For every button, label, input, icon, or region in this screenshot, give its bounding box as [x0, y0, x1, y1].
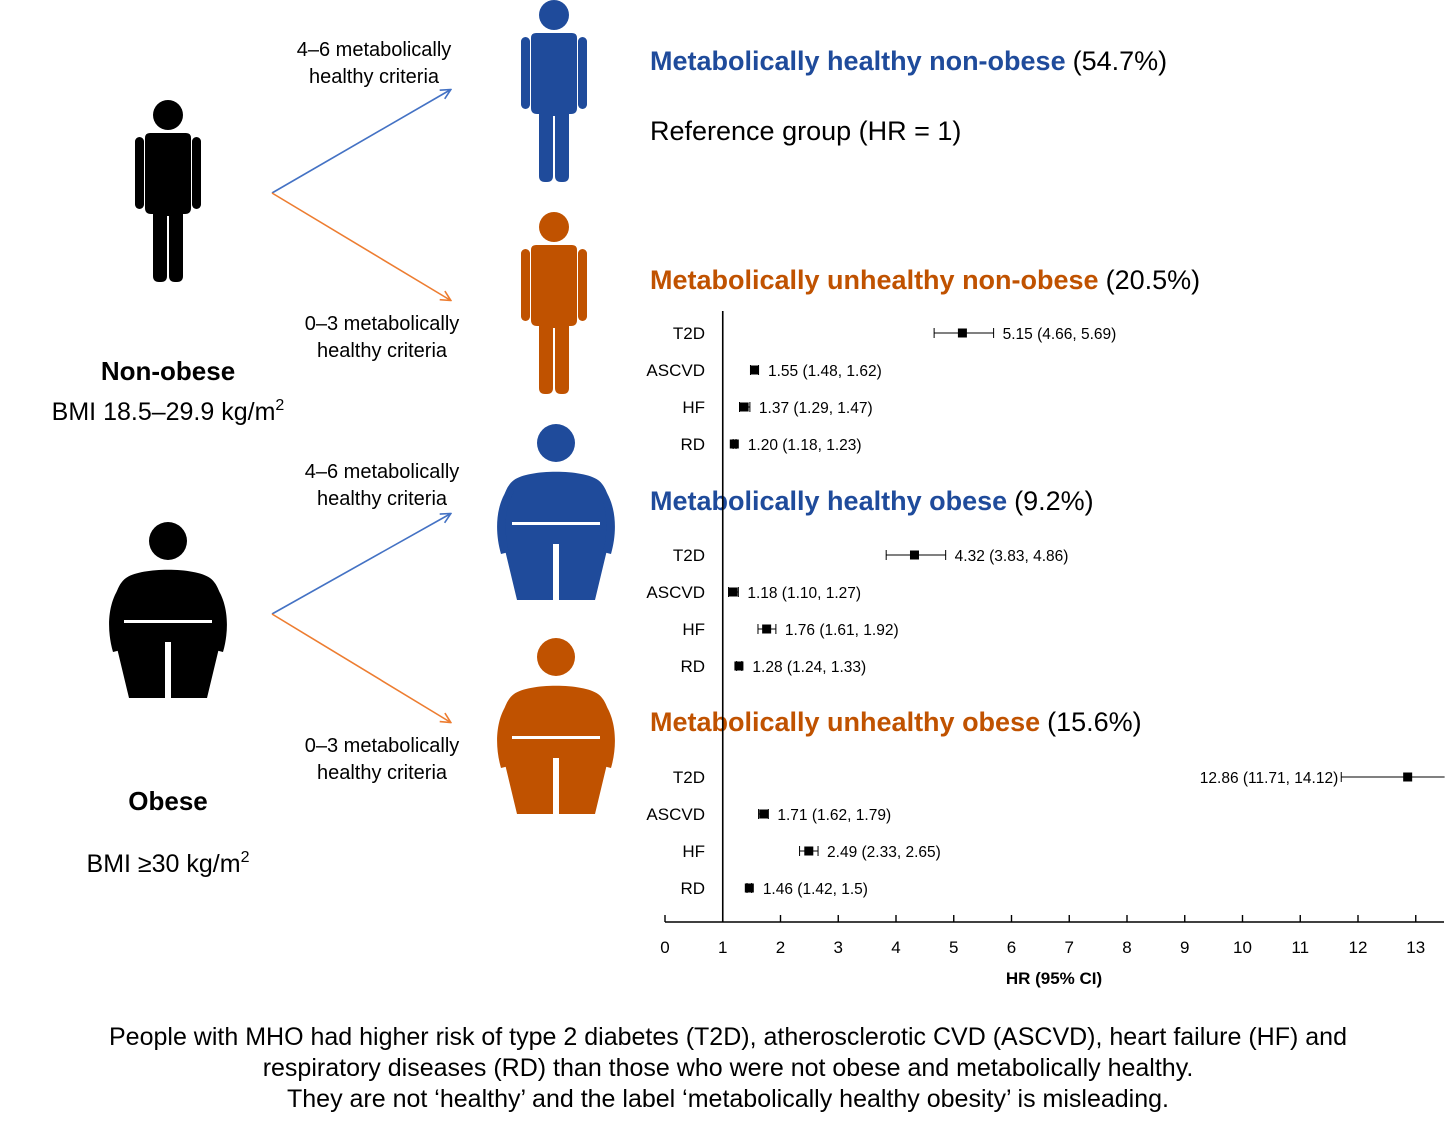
hr-value-label: 5.15 (4.66, 5.69) — [1003, 326, 1117, 343]
arrow-healthy-non-obese — [271, 90, 450, 194]
hr-point — [804, 846, 814, 856]
footer-line-3: They are not ‘healthy’ and the label ‘me… — [287, 1085, 1169, 1113]
arrow-label-2: 0–3 metabolically healthy criteria — [305, 313, 460, 362]
healthy-obese-person-icon — [497, 424, 615, 600]
svg-text:healthy criteria: healthy criteria — [309, 66, 440, 88]
obese-title: Obese — [128, 786, 208, 816]
non-obese-person-icon — [135, 100, 201, 282]
footer-caption: People with MHO had higher risk of type … — [0, 1022, 1456, 1115]
x-tick-label: 9 — [1180, 938, 1189, 957]
svg-text:4–6 metabolically: 4–6 metabolically — [305, 461, 460, 483]
hr-value-label: 1.28 (1.24, 1.33) — [752, 659, 866, 676]
hr-value-label: 1.71 (1.62, 1.79) — [777, 807, 891, 824]
outcome-label: T2D — [673, 768, 705, 787]
heading-unhealthy-non-obese: Metabolically unhealthy non-obese (20.5%) — [650, 265, 1200, 295]
x-tick-label: 8 — [1122, 938, 1131, 957]
hr-value-label: 1.46 (1.42, 1.5) — [763, 881, 868, 898]
hr-point — [728, 587, 738, 597]
x-tick-label: 5 — [949, 938, 958, 957]
x-tick-label: 13 — [1406, 938, 1425, 957]
arrow-label-3: 4–6 metabolically healthy criteria — [305, 461, 460, 510]
hr-point — [744, 883, 754, 893]
unhealthy-non-obese-person-icon — [521, 212, 587, 394]
x-tick-label: 0 — [660, 938, 669, 957]
svg-text:4–6 metabolically: 4–6 metabolically — [297, 39, 452, 61]
reference-group-text: Reference group (HR = 1) — [650, 116, 961, 146]
outcome-label: ASCVD — [646, 361, 705, 380]
non-obese-bmi: BMI 18.5–29.9 kg/m2 — [52, 397, 285, 426]
arrow-healthy-obese — [271, 514, 450, 615]
outcome-label: ASCVD — [646, 583, 705, 602]
footer-line-1: People with MHO had higher risk of type … — [109, 1023, 1347, 1051]
arrow-label-1: 4–6 metabolically healthy criteria — [297, 39, 452, 88]
x-tick-label: 2 — [776, 938, 785, 957]
arrow-label-4: 0–3 metabolically healthy criteria — [305, 735, 460, 784]
unhealthy-obese-person-icon — [497, 638, 615, 814]
non-obese-title: Non-obese — [101, 356, 235, 386]
svg-text:0–3 metabolically: 0–3 metabolically — [305, 735, 460, 757]
svg-text:healthy criteria: healthy criteria — [317, 762, 448, 784]
heading-unhealthy-obese: Metabolically unhealthy obese (15.6%) — [650, 707, 1142, 737]
healthy-non-obese-person-icon — [521, 0, 587, 182]
hr-point — [909, 550, 919, 560]
x-axis-label: HR (95% CI) — [1006, 969, 1102, 988]
svg-text:0–3 metabolically: 0–3 metabolically — [305, 313, 460, 335]
hr-point — [734, 661, 744, 671]
hr-point — [729, 439, 739, 449]
x-tick-label: 6 — [1007, 938, 1016, 957]
hr-value-label: 1.20 (1.18, 1.23) — [748, 437, 862, 454]
x-tick-label: 3 — [834, 938, 843, 957]
outcome-label: RD — [680, 657, 705, 676]
arrow-unhealthy-non-obese — [271, 192, 450, 300]
obese-bmi: BMI ≥30 kg/m2 — [87, 849, 250, 878]
hr-point — [762, 624, 772, 634]
outcome-label: RD — [680, 435, 705, 454]
outcome-label: T2D — [673, 546, 705, 565]
figure: Non-obese BMI 18.5–29.9 kg/m2 Obese BMI … — [52, 0, 1445, 988]
hr-point — [759, 809, 769, 819]
outcome-label: HF — [682, 620, 705, 639]
x-tick-label: 7 — [1065, 938, 1074, 957]
x-tick-label: 12 — [1349, 938, 1368, 957]
svg-text:healthy criteria: healthy criteria — [317, 488, 448, 510]
hr-value-label: 1.18 (1.10, 1.27) — [747, 585, 861, 602]
hr-point — [739, 402, 749, 412]
hr-value-label: 4.32 (3.83, 4.86) — [955, 548, 1069, 565]
outcome-label: HF — [682, 842, 705, 861]
x-tick-label: 11 — [1291, 938, 1309, 957]
hr-value-label: 1.76 (1.61, 1.92) — [785, 622, 899, 639]
hr-point — [1403, 772, 1413, 782]
heading-healthy-obese: Metabolically healthy obese (9.2%) — [650, 486, 1094, 516]
outcome-label: RD — [680, 879, 705, 898]
x-tick-label: 1 — [718, 938, 727, 957]
svg-text:healthy criteria: healthy criteria — [317, 340, 448, 362]
outcome-label: HF — [682, 398, 705, 417]
obese-person-icon — [109, 522, 227, 698]
hr-value-label: 1.55 (1.48, 1.62) — [768, 363, 882, 380]
x-tick-label: 10 — [1233, 938, 1252, 957]
hr-point — [957, 328, 967, 338]
hr-point — [750, 365, 760, 375]
hr-value-label: 2.49 (2.33, 2.65) — [827, 844, 941, 861]
outcome-label: T2D — [673, 324, 705, 343]
x-tick-label: 4 — [891, 938, 900, 957]
heading-healthy-non-obese: Metabolically healthy non-obese (54.7%) — [650, 46, 1167, 76]
footer-line-2: respiratory diseases (RD) than those who… — [262, 1054, 1194, 1082]
hr-value-label: 1.37 (1.29, 1.47) — [759, 400, 873, 417]
arrow-unhealthy-obese — [271, 613, 450, 722]
hr-value-label: 12.86 (11.71, 14.12) — [1200, 770, 1338, 787]
outcome-label: ASCVD — [646, 805, 705, 824]
